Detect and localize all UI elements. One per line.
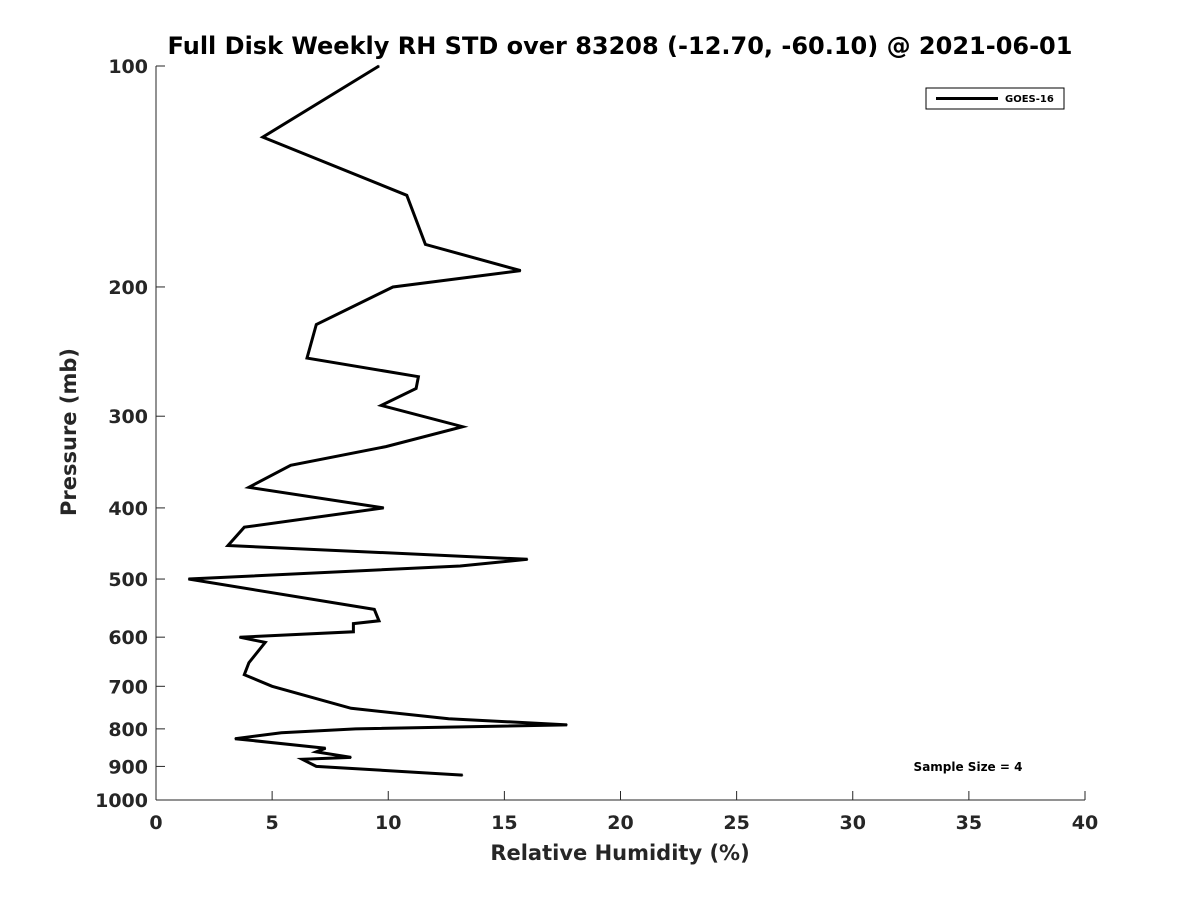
y-tick-label: 200: [108, 277, 148, 299]
x-axis-label: Relative Humidity (%): [490, 841, 749, 865]
data-point: [187, 578, 190, 580]
data-point: [378, 65, 380, 67]
data-point: [243, 526, 245, 528]
data-point: [378, 620, 380, 622]
data-point: [406, 194, 408, 196]
data-point: [315, 323, 317, 326]
x-tick-label: 15: [491, 812, 517, 834]
data-point: [520, 270, 522, 272]
data-point: [352, 623, 354, 625]
y-tick-label: 700: [108, 676, 148, 698]
series-line-goes-16: [188, 64, 568, 777]
x-tick-label: 0: [149, 812, 162, 834]
data-point: [350, 707, 352, 709]
data-point: [262, 136, 264, 138]
x-tick-label: 35: [956, 812, 982, 834]
legend: GOES-16: [925, 87, 1065, 110]
data-point: [350, 756, 352, 759]
data-point: [459, 565, 461, 567]
y-axis-label: Pressure (mb): [57, 348, 81, 516]
x-tick-label: 20: [607, 812, 633, 834]
data-point: [301, 758, 303, 760]
y-tick-label: 800: [108, 719, 148, 741]
data-point: [315, 765, 317, 768]
y-tick-label: 600: [108, 627, 148, 649]
y-tick-label: 100: [108, 56, 148, 78]
data-point: [373, 608, 375, 611]
data-point: [415, 387, 417, 390]
data-point: [315, 751, 317, 753]
data-point: [424, 243, 426, 245]
x-tick-label: 10: [375, 812, 401, 834]
data-point: [248, 486, 250, 488]
data-point: [239, 636, 241, 638]
data-point: [462, 774, 464, 776]
data-point: [271, 685, 273, 687]
data-point: [383, 507, 385, 509]
x-tick-label: 30: [840, 812, 866, 834]
data-point: [243, 674, 245, 676]
data-point: [234, 738, 236, 740]
data-point: [306, 357, 308, 359]
data-point: [462, 426, 464, 428]
y-tick-label: 500: [108, 569, 148, 591]
x-tick-label: 25: [723, 812, 749, 834]
data-point: [527, 558, 529, 560]
x-tick-label: 40: [1072, 812, 1098, 834]
y-tick-label: 400: [108, 498, 148, 520]
data-point: [380, 404, 382, 406]
data-point: [417, 376, 419, 378]
data-point: [566, 724, 568, 726]
data-point: [448, 718, 450, 720]
data-point: [248, 662, 250, 664]
legend-label-goes-16: GOES-16: [1005, 94, 1054, 105]
data-point: [392, 286, 394, 288]
data-point: [352, 631, 354, 633]
data-point: [385, 446, 387, 448]
y-tick-label: 900: [108, 756, 148, 778]
data-point: [280, 732, 282, 734]
chart-title: Full Disk Weekly RH STD over 83208 (-12.…: [168, 32, 1073, 60]
y-tick-label: 300: [108, 406, 148, 428]
data-point: [355, 728, 357, 730]
data-point: [227, 544, 229, 547]
sample-size-annotation: Sample Size = 4: [914, 760, 1023, 774]
data-point: [264, 641, 266, 644]
data-point: [324, 747, 327, 749]
x-tick-label: 5: [266, 812, 279, 834]
data-point: [290, 464, 292, 466]
plot-area: 0 5 10 15 20 25 30 35 40 100 200 300 400 500 600 700 800…: [95, 56, 1098, 834]
y-tick-label: 1000: [95, 790, 148, 812]
